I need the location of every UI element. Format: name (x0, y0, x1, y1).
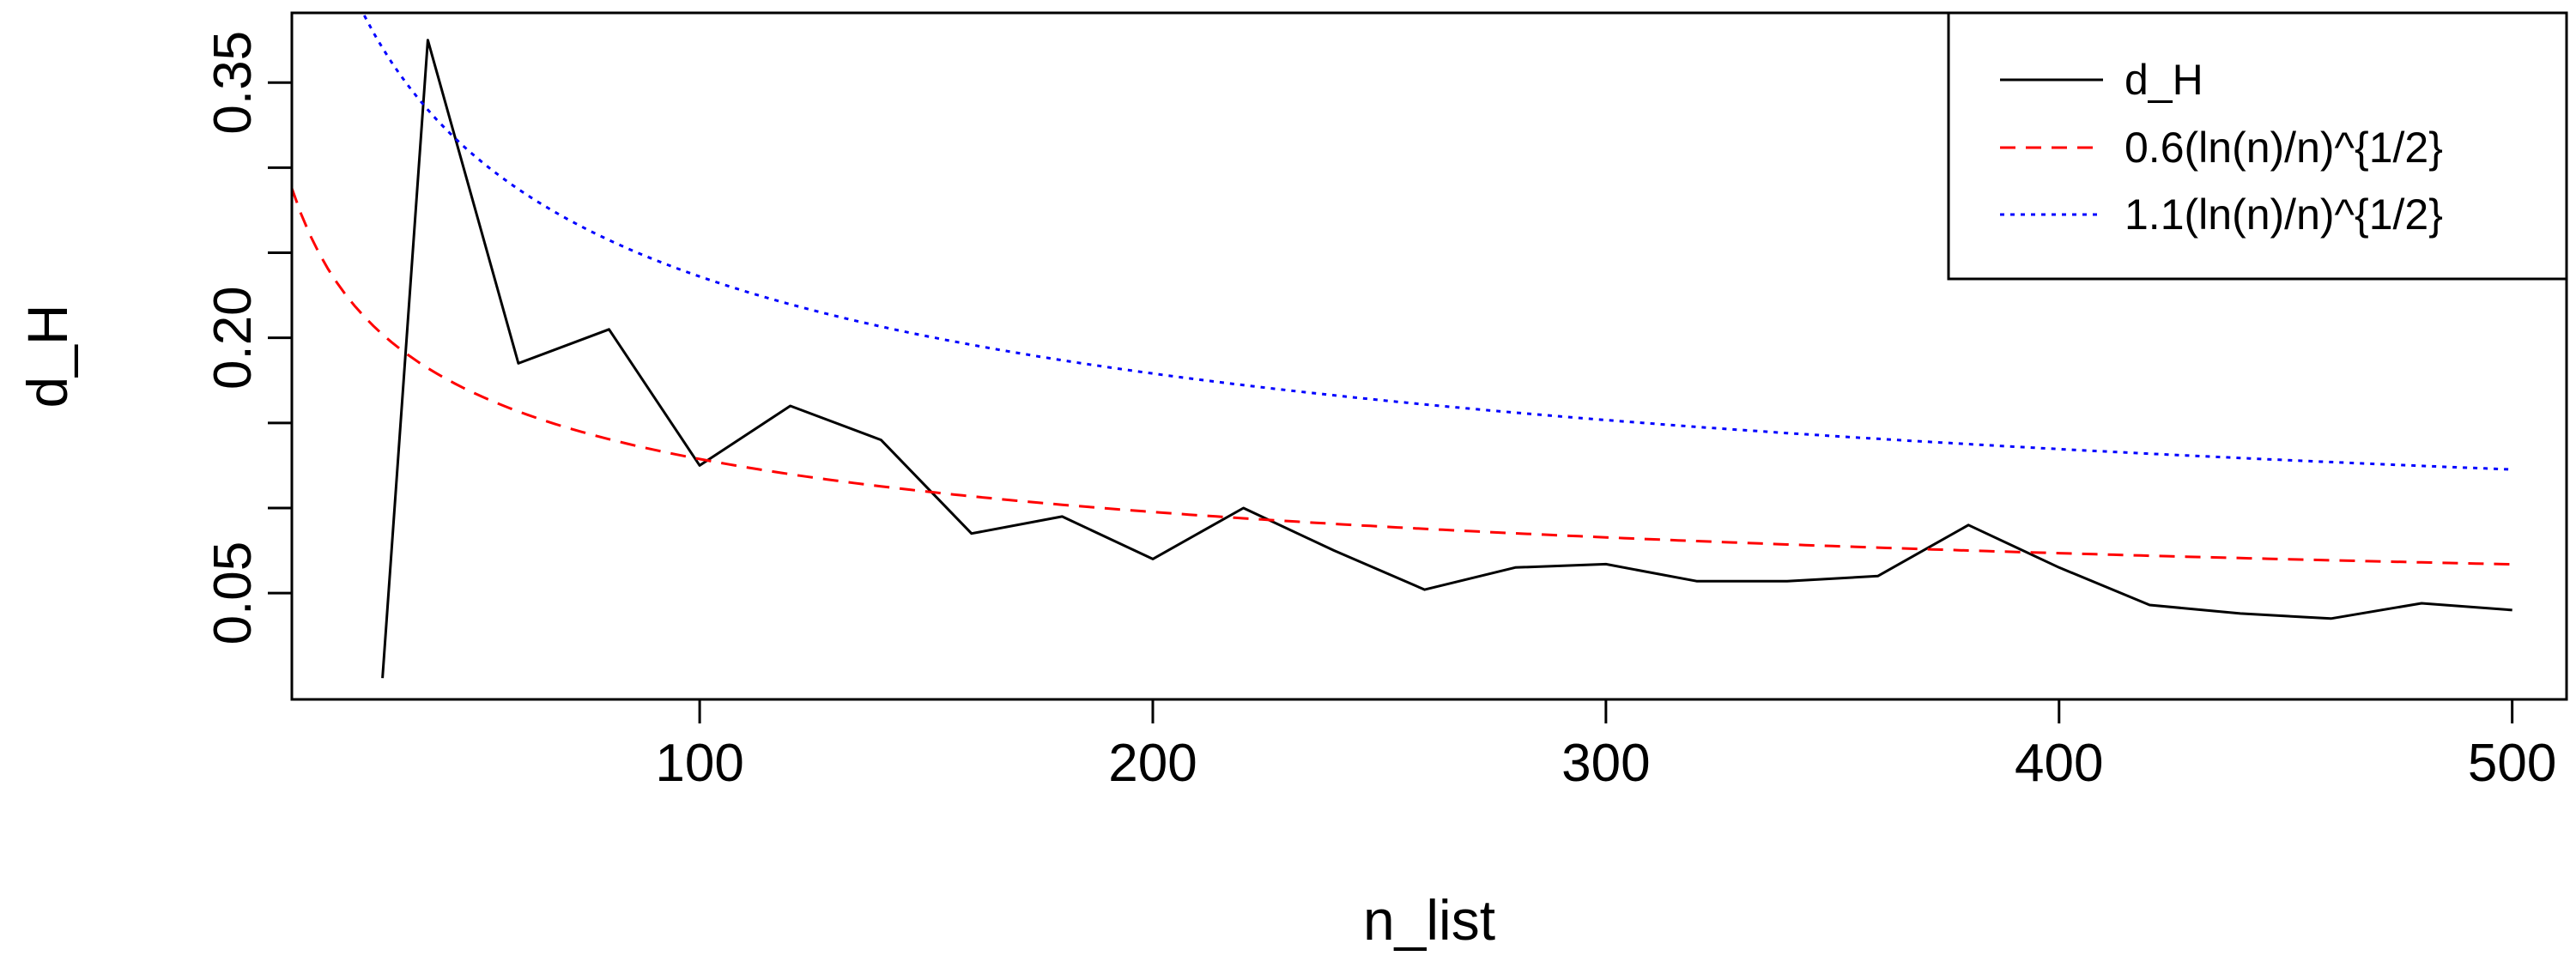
x-axis-title: n_list (1363, 888, 1495, 952)
legend-label-red: 0.6(ln(n)/n)^{1/2} (2124, 124, 2443, 172)
x-tick-label: 300 (1561, 734, 1650, 793)
x-tick-label: 400 (2015, 734, 2103, 793)
legend: d_H 0.6(ln(n)/n)^{1/2} 1.1(ln(n)/n)^{1/2… (1947, 11, 2568, 281)
x-tick-label: 200 (1108, 734, 1197, 793)
x-tick-label: 100 (655, 734, 743, 793)
y-tick-label: 0.20 (203, 286, 263, 390)
legend-label-blue: 1.1(ln(n)/n)^{1/2} (2124, 191, 2443, 239)
series-layer (292, 13, 2512, 679)
x-tick-label: 500 (2468, 734, 2556, 793)
y-axis: 0.05 0.20 0.35 (203, 31, 292, 644)
x-axis: 100 200 300 400 500 (655, 699, 2556, 793)
series-line-0 (381, 39, 2512, 679)
y-tick-label: 0.35 (203, 31, 263, 135)
y-tick-label: 0.05 (203, 541, 263, 645)
y-axis-title: d_H (15, 304, 79, 408)
plot-frame (290, 11, 2568, 701)
legend-label-d-h: d_H (2124, 56, 2203, 104)
legend-box (1947, 11, 2568, 281)
series-line-1 (292, 187, 2512, 566)
